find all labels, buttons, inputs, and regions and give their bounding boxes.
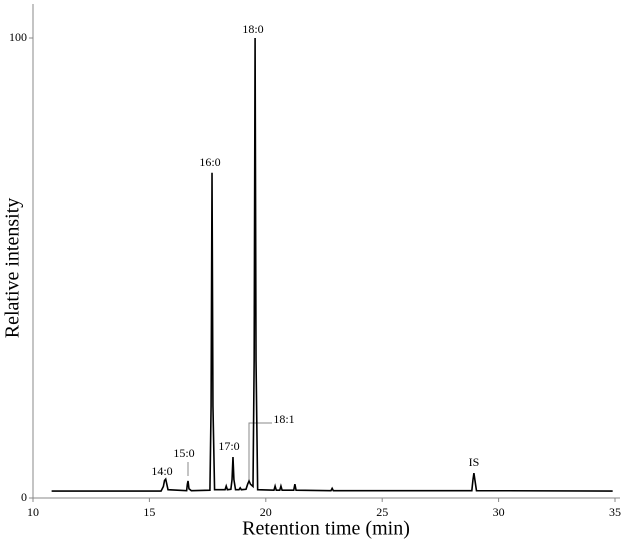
chromatogram-line	[51, 37, 613, 492]
x-tick-label: 15	[143, 505, 155, 519]
peak-label: 16:0	[199, 155, 220, 169]
x-tick-label: 30	[493, 505, 505, 519]
x-tick-label: 20	[260, 505, 272, 519]
x-tick-label: 10	[27, 505, 39, 519]
y-tick-label: 100	[9, 30, 27, 44]
x-tick-label: 35	[609, 505, 621, 519]
peak-label: 15:0	[173, 446, 194, 460]
peak-label: 14:0	[151, 464, 172, 478]
peak-label: 18:0	[242, 22, 263, 36]
x-axis-label: Retention time (min)	[242, 518, 410, 540]
y-tick-label: 0	[21, 490, 27, 504]
leader-line	[248, 422, 272, 480]
x-tick-label: 25	[376, 505, 388, 519]
peak-label: 18:1	[273, 412, 294, 426]
peak-label: IS	[469, 455, 480, 469]
y-axis-label: Relative intensity	[2, 198, 24, 339]
peak-label: 17:0	[218, 439, 239, 453]
